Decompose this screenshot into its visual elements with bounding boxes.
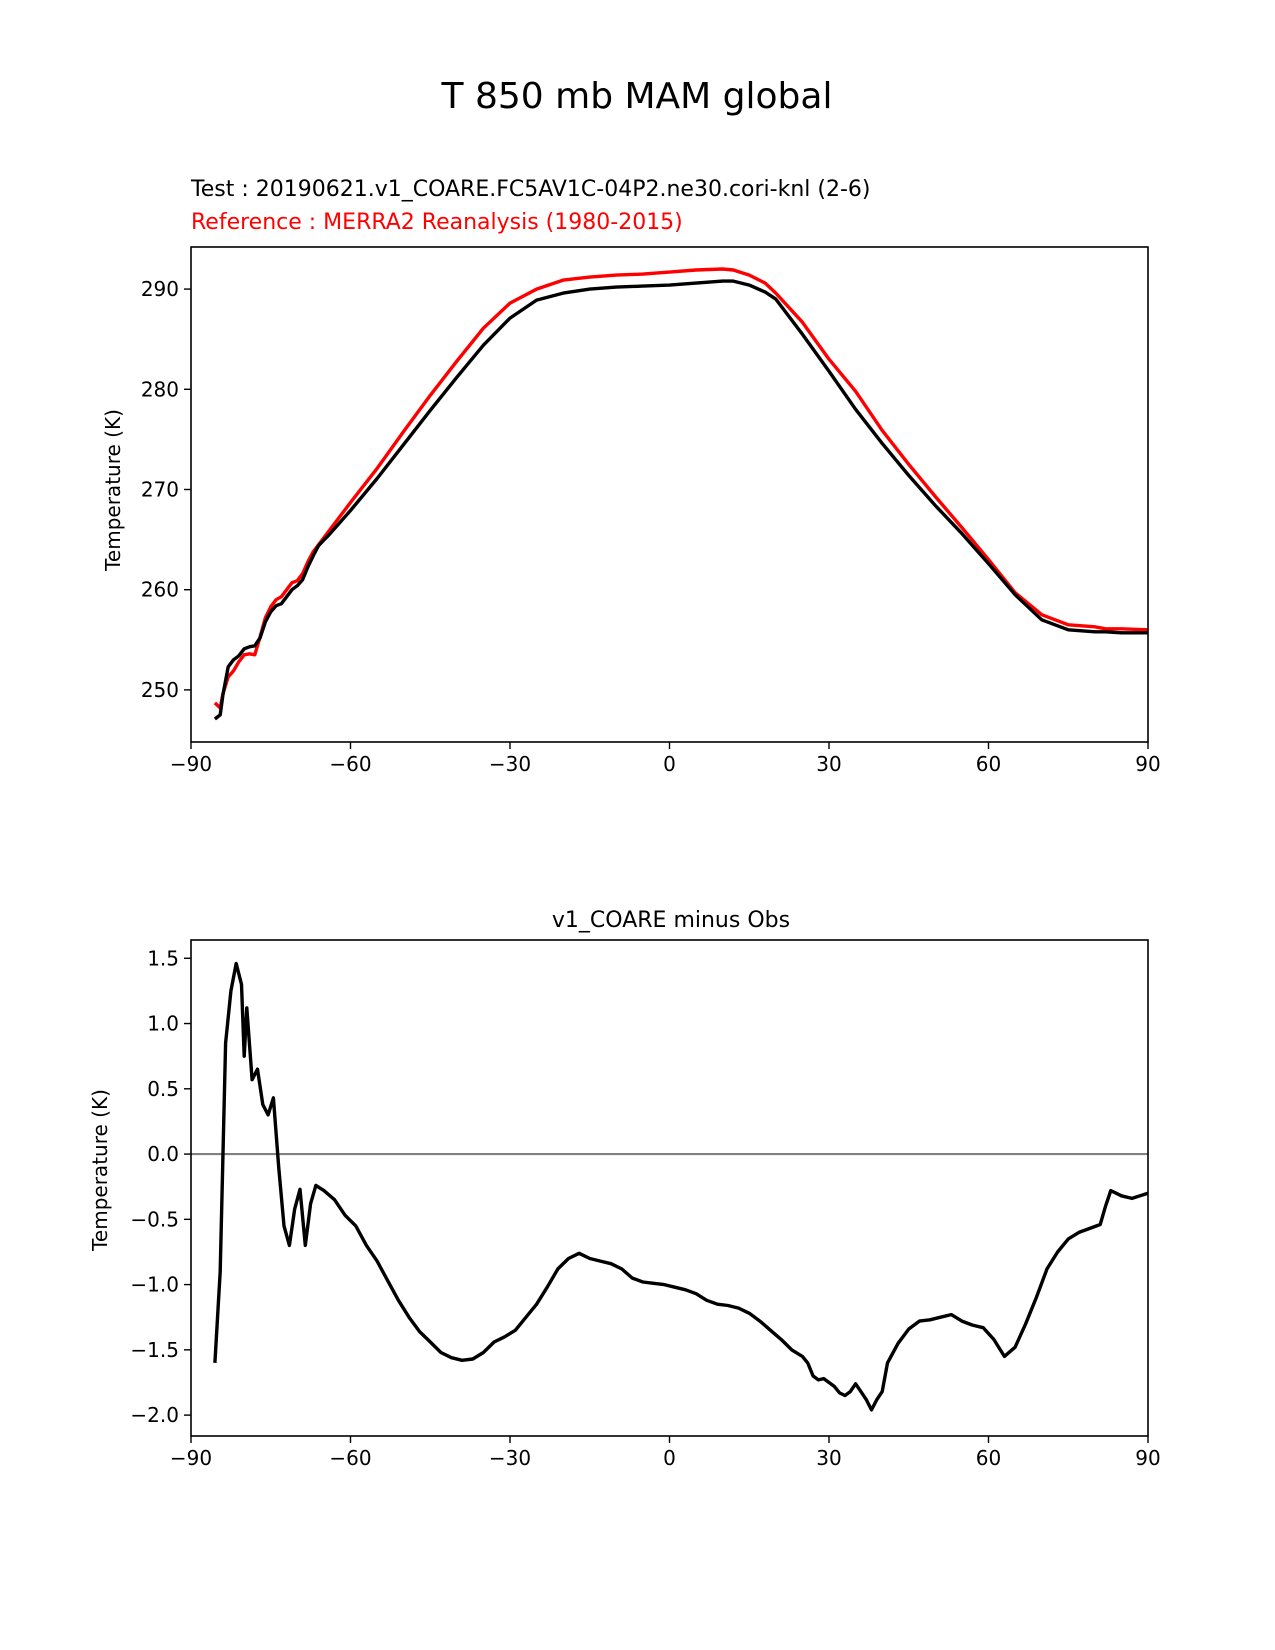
x-tick-label: −30 (489, 1446, 531, 1470)
y-tick-label: 260 (141, 578, 179, 602)
x-tick-label: 60 (976, 1446, 1001, 1470)
y-tick-label: 0.5 (147, 1077, 179, 1101)
test-label: Test : 20190621.v1_COARE.FC5AV1C-04P2.ne… (190, 177, 871, 202)
y-tick-label: 280 (141, 377, 179, 401)
x-tick-label: −60 (329, 752, 371, 776)
bottom-y-axis-label: Temperature (K) (88, 1089, 112, 1252)
reference-label: Reference : MERRA2 Reanalysis (1980-2015… (191, 210, 683, 235)
x-tick-label: 60 (976, 752, 1001, 776)
x-tick-label: −90 (170, 752, 212, 776)
x-tick-label: 30 (816, 1446, 841, 1470)
y-tick-label: 290 (141, 277, 179, 301)
y-tick-label: 1.5 (147, 946, 179, 970)
y-tick-label: −0.5 (130, 1207, 179, 1231)
x-tick-label: −30 (489, 752, 531, 776)
y-tick-label: 0.0 (147, 1142, 179, 1166)
series-line-reference (213, 267, 1149, 710)
x-tick-label: −90 (170, 1446, 212, 1470)
difference-panel: v1_COARE minus Obs Temperature (K) −90 −6… (88, 908, 1161, 1470)
x-tick-label: 90 (1135, 752, 1160, 776)
bottom-panel-title: v1_COARE minus Obs (552, 908, 790, 933)
top-y-axis-label: Temperature (K) (101, 409, 125, 572)
x-tick-label: 90 (1135, 1446, 1160, 1470)
y-tick-label: 1.0 (147, 1012, 179, 1036)
axes-frame (190, 939, 1149, 1437)
temperature-panel: Test : 20190621.v1_COARE.FC5AV1C-04P2.ne… (101, 177, 1161, 776)
x-tick-label: 30 (816, 752, 841, 776)
figure-title: T 850 mb MAM global (441, 76, 833, 117)
x-tick-label: 0 (663, 1446, 676, 1470)
series-line-test (213, 961, 1149, 1412)
y-tick-label: −1.0 (130, 1273, 179, 1297)
x-tick-label: −60 (329, 1446, 371, 1470)
y-tick-label: 250 (141, 678, 179, 702)
y-tick-label: −1.5 (130, 1338, 179, 1362)
axes-frame (190, 246, 1149, 743)
series-line-test (213, 279, 1148, 721)
y-tick-label: −2.0 (130, 1403, 179, 1427)
x-tick-label: 0 (663, 752, 676, 776)
y-tick-label: 270 (141, 477, 179, 501)
